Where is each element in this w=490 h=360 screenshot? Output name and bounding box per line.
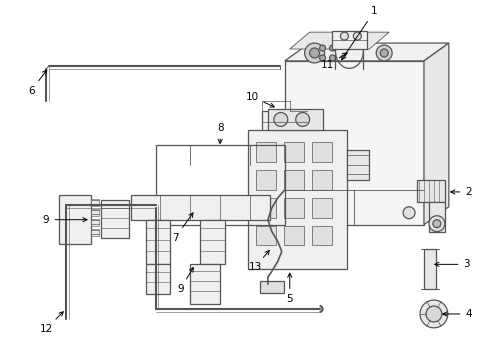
Bar [256, 226, 276, 246]
Circle shape [353, 32, 361, 40]
Text: 5: 5 [287, 273, 293, 304]
Bar [284, 226, 304, 246]
Bar [248, 130, 347, 269]
Polygon shape [290, 32, 389, 49]
Circle shape [403, 207, 415, 219]
Circle shape [274, 113, 288, 126]
Circle shape [433, 220, 441, 228]
Text: 3: 3 [435, 259, 470, 269]
Circle shape [376, 45, 392, 61]
Bar [284, 198, 304, 218]
Text: 9: 9 [177, 267, 193, 294]
Circle shape [305, 43, 324, 63]
Circle shape [329, 45, 336, 51]
Bar [268, 109, 322, 130]
Text: 7: 7 [172, 213, 193, 243]
Bar [101, 200, 129, 238]
Bar [312, 226, 332, 246]
Bar [429, 202, 445, 231]
Bar [59, 195, 91, 244]
Bar [131, 195, 270, 220]
Circle shape [329, 55, 336, 61]
Circle shape [319, 55, 325, 61]
Bar [312, 142, 332, 162]
Polygon shape [285, 43, 449, 61]
Text: 1: 1 [342, 6, 378, 60]
Bar [347, 150, 369, 180]
Text: 2: 2 [451, 187, 472, 197]
Bar [256, 142, 276, 162]
Bar [262, 111, 307, 138]
Text: 6: 6 [28, 70, 47, 96]
Text: 4: 4 [443, 309, 472, 319]
Bar [190, 264, 220, 304]
Text: 10: 10 [245, 92, 274, 107]
Circle shape [420, 300, 448, 328]
Bar [424, 249, 436, 289]
Circle shape [426, 306, 442, 322]
Bar [146, 264, 171, 294]
Bar [256, 170, 276, 190]
Circle shape [310, 48, 319, 58]
Circle shape [380, 49, 388, 57]
Bar [91, 209, 99, 216]
Bar [146, 220, 171, 264]
Circle shape [295, 113, 310, 126]
Text: 13: 13 [248, 251, 270, 272]
Bar [312, 198, 332, 218]
Text: 9: 9 [43, 215, 87, 225]
Circle shape [341, 32, 348, 40]
Bar [200, 220, 225, 264]
Bar [417, 180, 445, 202]
Circle shape [319, 45, 325, 51]
Bar [260, 281, 284, 293]
Text: 11: 11 [321, 53, 347, 70]
Bar [312, 170, 332, 190]
Bar [285, 61, 424, 225]
Circle shape [429, 216, 445, 231]
Polygon shape [424, 43, 449, 225]
Text: 12: 12 [40, 312, 63, 334]
Bar [91, 219, 99, 226]
Bar [332, 31, 368, 49]
Bar [91, 229, 99, 235]
Bar [91, 199, 99, 206]
Bar [284, 142, 304, 162]
Bar [256, 198, 276, 218]
Bar [284, 170, 304, 190]
Text: 8: 8 [217, 123, 223, 143]
Bar [155, 145, 285, 225]
